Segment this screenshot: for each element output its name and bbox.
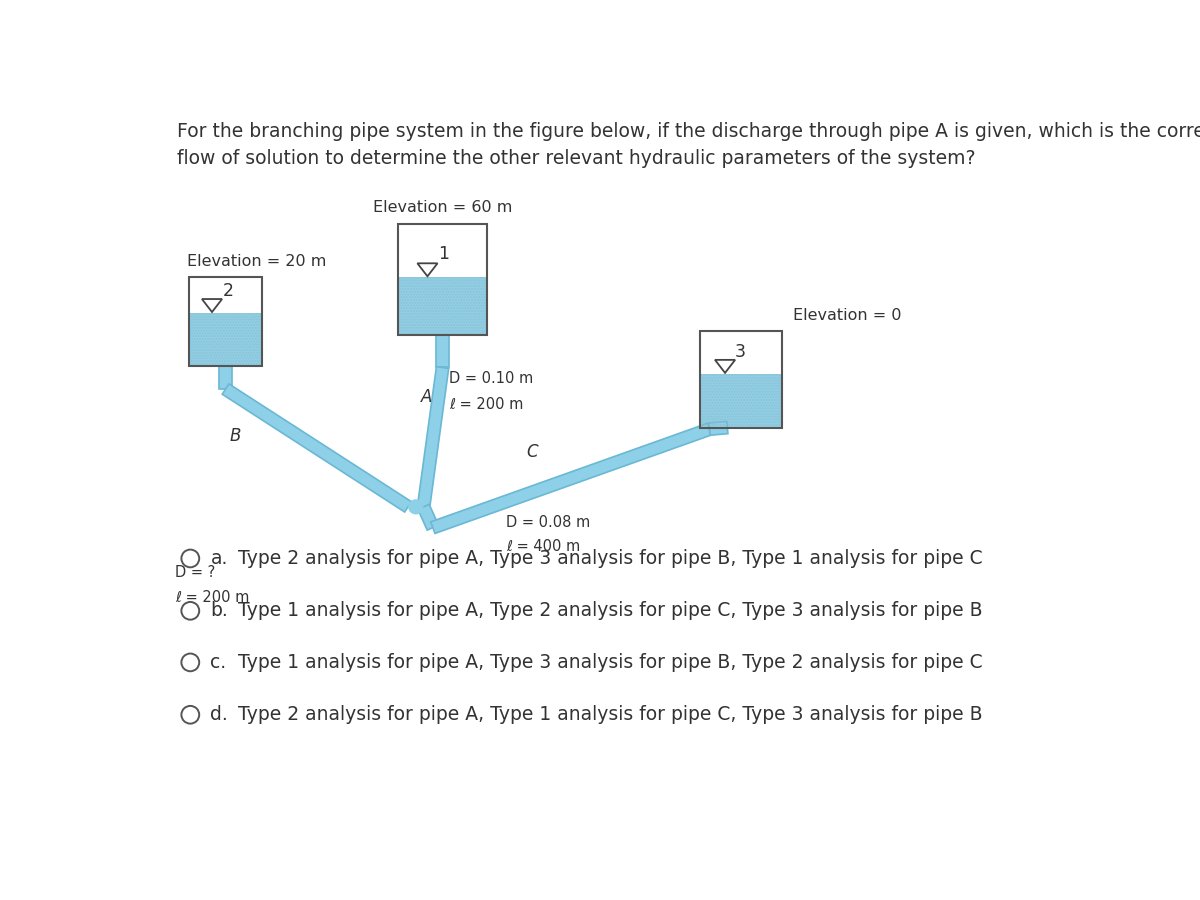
Text: For the branching pipe system in the figure below, if the discharge through pipe: For the branching pipe system in the fig…	[178, 122, 1200, 141]
Text: C: C	[527, 444, 539, 462]
Text: A: A	[421, 388, 432, 406]
Text: Type 1 analysis for pipe A, Type 2 analysis for pipe C, Type 3 analysis for pipe: Type 1 analysis for pipe A, Type 2 analy…	[239, 601, 983, 620]
Text: 3: 3	[736, 343, 746, 361]
Text: ℓ = 200 m: ℓ = 200 m	[449, 397, 523, 412]
Bar	[398, 223, 487, 335]
Text: Elevation = 20 m: Elevation = 20 m	[187, 254, 326, 269]
Bar	[188, 277, 263, 366]
Text: d.: d.	[210, 706, 228, 724]
Text: a.: a.	[210, 549, 228, 568]
Text: 2: 2	[223, 282, 234, 300]
Bar	[398, 277, 487, 335]
Text: Type 1 analysis for pipe A, Type 3 analysis for pipe B, Type 2 analysis for pipe: Type 1 analysis for pipe A, Type 3 analy…	[239, 652, 983, 672]
Text: ℓ = 200 m: ℓ = 200 m	[175, 590, 250, 605]
Polygon shape	[220, 366, 232, 389]
Polygon shape	[222, 384, 412, 512]
Text: ℓ = 400 m: ℓ = 400 m	[506, 539, 581, 554]
Bar	[188, 313, 263, 366]
Bar	[188, 313, 263, 366]
Polygon shape	[709, 421, 728, 436]
Text: c.: c.	[210, 652, 227, 672]
Text: D = 0.08 m: D = 0.08 m	[506, 515, 590, 529]
Text: D = 0.10 m: D = 0.10 m	[449, 372, 533, 386]
Polygon shape	[431, 423, 712, 534]
Text: B: B	[229, 428, 241, 446]
Polygon shape	[437, 335, 449, 367]
Text: flow of solution to determine the other relevant hydraulic parameters of the sys: flow of solution to determine the other …	[178, 148, 976, 167]
Text: Elevation = 0: Elevation = 0	[793, 308, 901, 323]
Text: Type 2 analysis for pipe A, Type 1 analysis for pipe C, Type 3 analysis for pipe: Type 2 analysis for pipe A, Type 1 analy…	[239, 706, 983, 724]
Text: Type 2 analysis for pipe A, Type 3 analysis for pipe B, Type 1 analysis for pipe: Type 2 analysis for pipe A, Type 3 analy…	[239, 549, 983, 568]
Bar	[701, 331, 781, 428]
Bar	[701, 374, 781, 428]
Text: Elevation = 60 m: Elevation = 60 m	[373, 200, 512, 215]
Polygon shape	[418, 504, 438, 530]
Bar	[701, 374, 781, 428]
Bar	[398, 277, 487, 335]
Polygon shape	[418, 366, 449, 508]
Text: b.: b.	[210, 601, 228, 620]
Text: 1: 1	[438, 245, 449, 263]
Text: D = ?: D = ?	[175, 564, 215, 580]
Circle shape	[409, 500, 422, 514]
